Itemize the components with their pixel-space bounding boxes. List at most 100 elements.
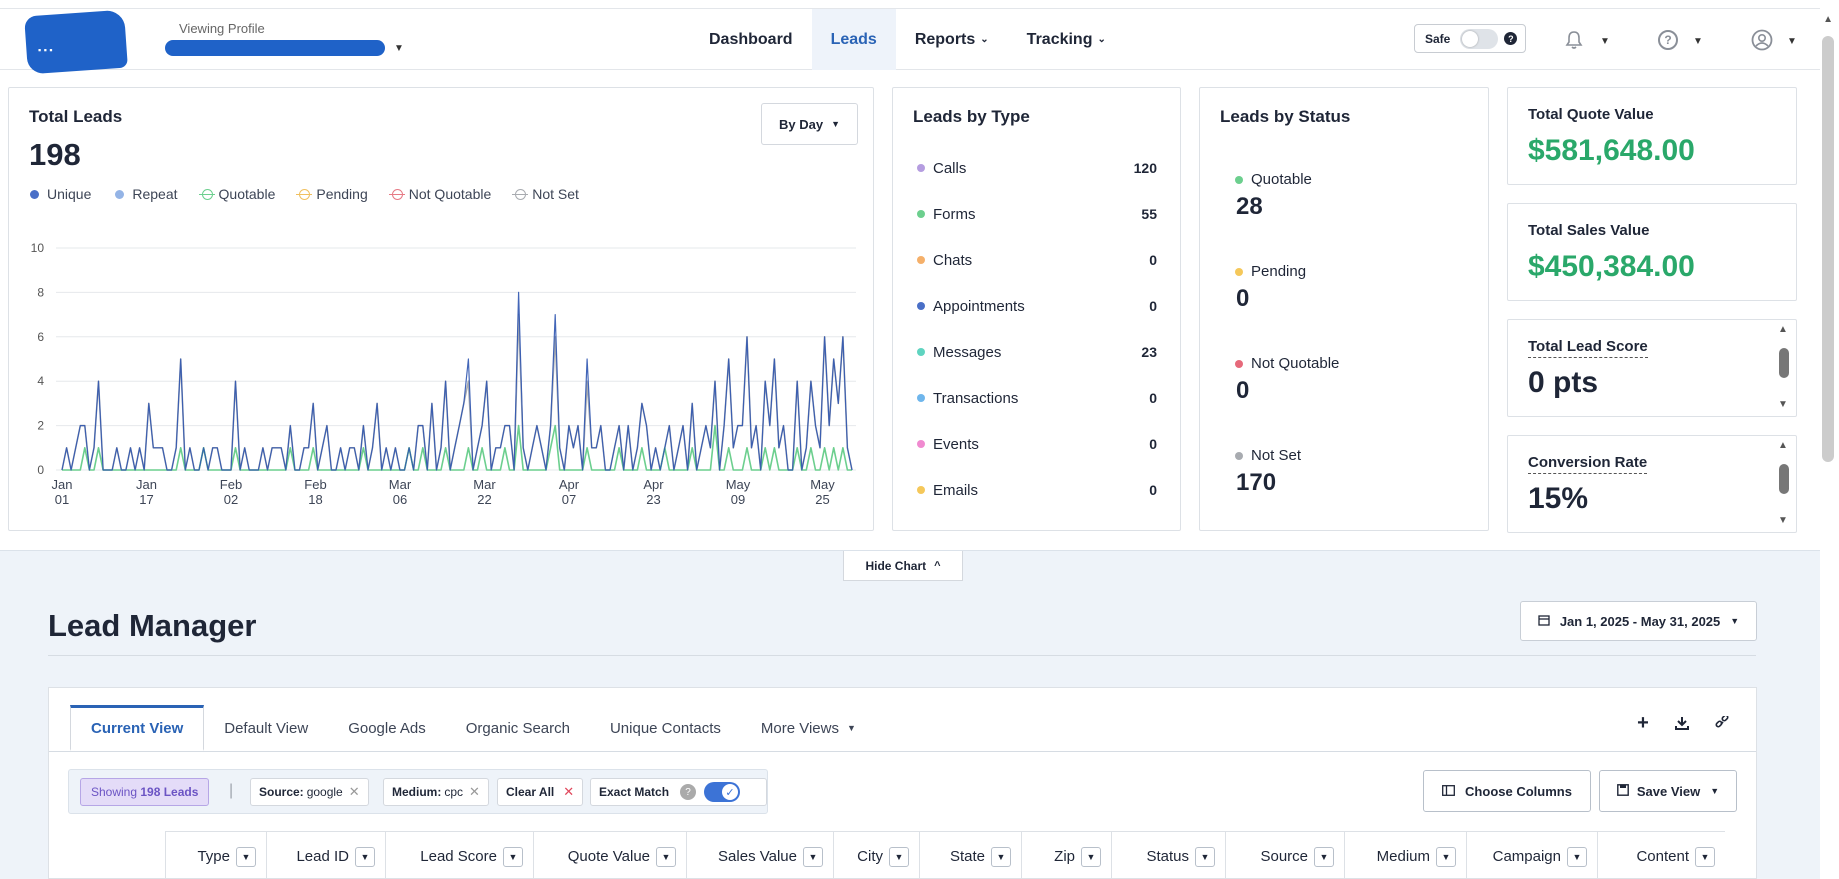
chevron-down-icon[interactable]: ▼ xyxy=(889,846,909,867)
chevron-down-icon[interactable]: ▼ xyxy=(236,846,256,867)
column-header-state[interactable]: State ▼ xyxy=(919,832,1021,879)
close-icon[interactable]: ✕ xyxy=(348,784,360,799)
status-item-not-quotable[interactable]: Not Quotable 0 xyxy=(1235,355,1339,405)
filter-chip-source[interactable]: Source: google ✕ xyxy=(250,778,369,806)
chevron-down-icon[interactable]: ▼ xyxy=(1081,846,1101,867)
legend-item[interactable]: Quotable xyxy=(198,186,275,202)
tab-current-view[interactable]: Current View xyxy=(70,705,205,751)
metric-title[interactable]: Conversion Rate xyxy=(1528,454,1648,474)
nav-tracking[interactable]: Tracking ⌄ xyxy=(1008,9,1125,70)
clear-all-button[interactable]: Clear All ✕ xyxy=(497,778,584,806)
column-header-sales-value[interactable]: Sales Value ▼ xyxy=(686,832,833,879)
choose-columns-button[interactable]: Choose Columns xyxy=(1423,770,1591,812)
chevron-down-icon[interactable]: ▼ xyxy=(1600,36,1610,47)
chevron-down-icon[interactable]: ▼ xyxy=(1695,846,1715,867)
status-item-pending[interactable]: Pending 0 xyxy=(1235,263,1306,313)
column-header-lead-score[interactable]: Lead Score ▼ xyxy=(385,832,533,879)
scroll-thumb[interactable] xyxy=(1779,348,1789,378)
profile-selector[interactable] xyxy=(165,40,385,56)
type-row-appointments[interactable]: Appointments 0 xyxy=(917,296,1157,316)
chevron-down-icon[interactable]: ▼ xyxy=(1436,846,1456,867)
column-header-type[interactable]: Type ▼ xyxy=(165,832,266,879)
date-range-picker[interactable]: Jan 1, 2025 - May 31, 2025 ▼ xyxy=(1520,601,1757,641)
tab-google-ads[interactable]: Google Ads xyxy=(328,705,446,751)
hide-chart-button[interactable]: Hide Chart ^ xyxy=(843,551,963,581)
series-line-quotable[interactable] xyxy=(62,424,852,471)
chevron-down-icon[interactable]: ▼ xyxy=(355,846,375,867)
download-icon[interactable] xyxy=(1672,713,1692,733)
card-scrollbar[interactable]: ▲ ▼ xyxy=(1776,440,1792,526)
status-item-not-set[interactable]: Not Set 170 xyxy=(1235,447,1301,497)
x-tick-label: Jan xyxy=(136,477,157,492)
chevron-down-icon[interactable]: ▼ xyxy=(1693,36,1703,47)
legend-item[interactable]: Unique xyxy=(30,186,91,202)
column-header-campaign[interactable]: Campaign ▼ xyxy=(1466,832,1597,879)
help-icon[interactable]: ? xyxy=(1504,32,1518,45)
link-icon[interactable] xyxy=(1712,713,1732,733)
legend-item[interactable]: Not Set xyxy=(512,186,579,202)
type-row-emails[interactable]: Emails 0 xyxy=(917,480,1157,500)
chevron-down-icon[interactable]: ▼ xyxy=(803,846,823,867)
column-header-city[interactable]: City ▼ xyxy=(833,832,919,879)
status-item-quotable[interactable]: Quotable 28 xyxy=(1235,171,1312,221)
save-view-button[interactable]: Save View ▼ xyxy=(1599,770,1737,812)
user-icon[interactable] xyxy=(1751,29,1773,51)
card-scrollbar[interactable]: ▲ ▼ xyxy=(1776,324,1792,410)
chevron-down-icon[interactable]: ▼ xyxy=(1314,846,1334,867)
scroll-down-arrow[interactable]: ▼ xyxy=(1778,515,1788,526)
help-icon[interactable]: ? xyxy=(680,784,697,800)
exact-match-switch[interactable]: ✓ xyxy=(704,782,741,802)
column-header-lead-id[interactable]: Lead ID ▼ xyxy=(266,832,385,879)
type-row-messages[interactable]: Messages 23 xyxy=(917,342,1157,362)
scroll-up-arrow[interactable]: ▲ xyxy=(1778,324,1788,335)
filter-chip-medium[interactable]: Medium: cpc ✕ xyxy=(383,778,489,806)
nav-leads[interactable]: Leads xyxy=(811,9,896,70)
chevron-down-icon[interactable]: ▼ xyxy=(394,43,404,54)
company-logo[interactable] xyxy=(24,9,128,75)
series-line-unique[interactable] xyxy=(61,291,853,471)
chevron-down-icon[interactable]: ▼ xyxy=(1787,36,1797,47)
page-scrollbar[interactable] xyxy=(1822,36,1834,462)
tab-unique-contacts[interactable]: Unique Contacts xyxy=(590,705,741,751)
column-header-source[interactable]: Source ▼ xyxy=(1225,832,1344,879)
metric-title[interactable]: Total Lead Score xyxy=(1528,338,1648,358)
safe-switch[interactable] xyxy=(1460,28,1499,49)
column-header-content[interactable]: Content ▼ xyxy=(1597,832,1725,879)
chevron-down-icon[interactable]: ▼ xyxy=(656,846,676,867)
bell-icon[interactable] xyxy=(1563,29,1585,51)
group-by-dropdown[interactable]: By Day ▼ xyxy=(761,103,858,145)
tab-more-views[interactable]: More Views ▼ xyxy=(741,705,876,751)
help-icon[interactable]: ? xyxy=(1657,29,1679,51)
close-icon[interactable]: ✕ xyxy=(469,784,480,799)
column-header-status[interactable]: Status ▼ xyxy=(1111,832,1225,879)
column-header-medium[interactable]: Medium ▼ xyxy=(1344,832,1466,879)
tab-default-view[interactable]: Default View xyxy=(204,705,328,751)
scroll-thumb[interactable] xyxy=(1779,464,1789,494)
scroll-up-arrow[interactable]: ▲ xyxy=(1778,440,1788,451)
exact-match-toggle[interactable]: Exact Match ? ✓ xyxy=(590,778,767,806)
type-row-transactions[interactable]: Transactions 0 xyxy=(917,388,1157,408)
status-label: Not Set xyxy=(1251,447,1302,464)
column-header-quote-value[interactable]: Quote Value ▼ xyxy=(533,832,686,879)
safe-mode-toggle[interactable]: Safe ? xyxy=(1414,24,1526,53)
scroll-up-arrow[interactable]: ▲ xyxy=(1823,14,1833,25)
total-leads-title: Total Leads xyxy=(29,107,123,126)
plus-icon[interactable]: + xyxy=(1637,711,1649,734)
chevron-down-icon[interactable]: ▼ xyxy=(991,846,1011,867)
type-row-calls[interactable]: Calls 120 xyxy=(917,158,1157,178)
type-row-events[interactable]: Events 0 xyxy=(917,434,1157,454)
scroll-down-arrow[interactable]: ▼ xyxy=(1778,399,1788,410)
type-row-chats[interactable]: Chats 0 xyxy=(917,250,1157,270)
legend-item[interactable]: Repeat xyxy=(115,186,178,202)
nav-dashboard[interactable]: Dashboard xyxy=(690,9,812,70)
chevron-down-icon[interactable]: ▼ xyxy=(1195,846,1215,867)
column-header-zip[interactable]: Zip ▼ xyxy=(1021,832,1111,879)
legend-item[interactable]: Not Quotable xyxy=(388,186,491,202)
chevron-down-icon[interactable]: ▼ xyxy=(1567,846,1587,867)
nav-reports[interactable]: Reports ⌄ xyxy=(896,9,1008,70)
legend-marker xyxy=(296,188,313,200)
tab-organic-search[interactable]: Organic Search xyxy=(446,705,590,751)
legend-item[interactable]: Pending xyxy=(296,186,368,202)
chevron-down-icon[interactable]: ▼ xyxy=(503,846,523,867)
type-row-forms[interactable]: Forms 55 xyxy=(917,204,1157,224)
